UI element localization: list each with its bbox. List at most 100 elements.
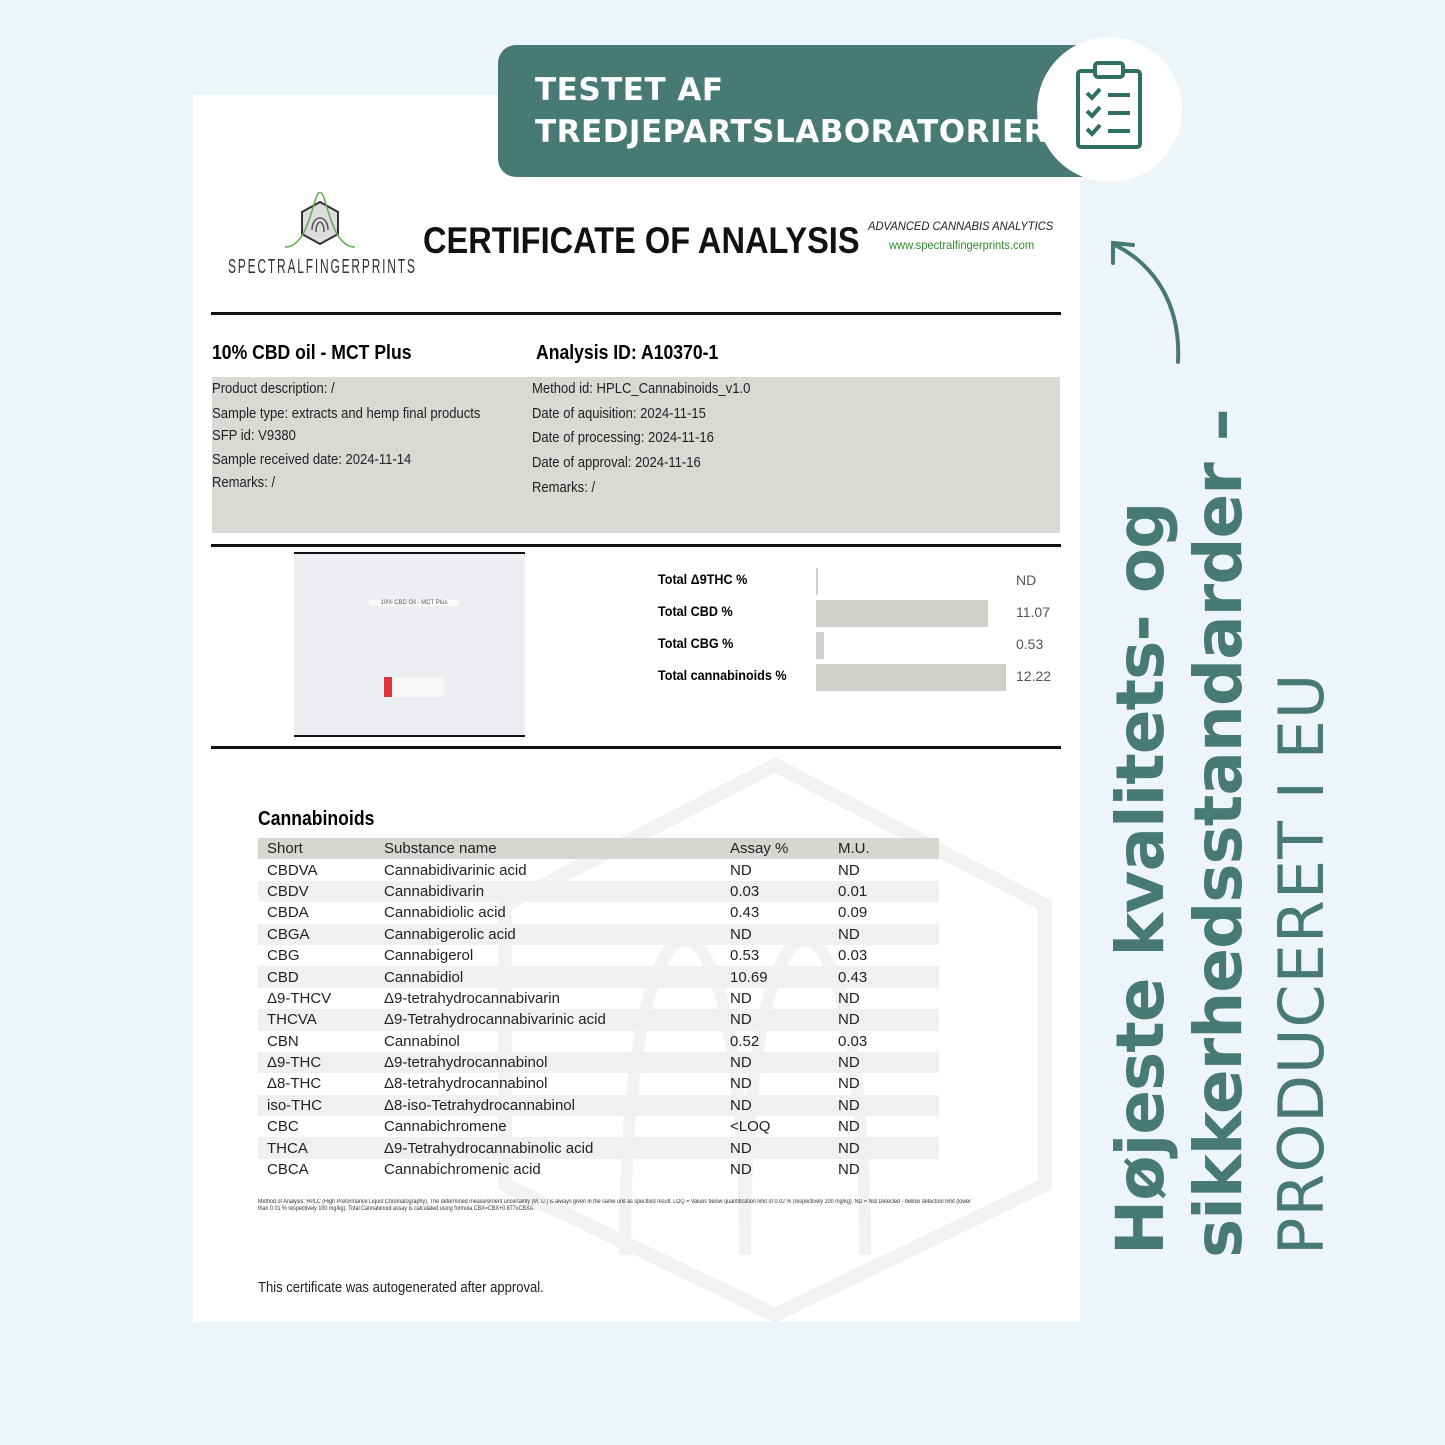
table-row: CBD Cannabidiol 10.69 0.43 (258, 966, 939, 988)
table-row: Δ8-THC Δ8-tetrahydrocannabinol ND ND (258, 1073, 939, 1094)
cell-short: Δ8-THC (267, 1075, 322, 1093)
total-cbd-value: 11.07 (1016, 604, 1050, 620)
column-header-assay: Assay % (721, 838, 829, 860)
cannabinoids-table: Short Substance name Assay % M.U. CBDVA C… (258, 838, 939, 1180)
cell-short: CBDV (258, 880, 375, 903)
cell-assay: ND (721, 1009, 829, 1031)
cell-substance: Cannabigerol (384, 947, 474, 965)
info-right-1: Date of aquisition: 2024-11-15 (532, 406, 706, 422)
icon-circle (1037, 37, 1182, 182)
table-row: CBC Cannabichromene <LOQ ND (258, 1116, 939, 1137)
cell-short: CBDA (267, 904, 309, 922)
total-cbd-label: Total CBD % (658, 603, 733, 619)
column-header-short: Short (258, 838, 375, 860)
cell-short: Δ9-THC (258, 1051, 375, 1074)
cell-substance: Cannabidivarin (375, 880, 721, 903)
info-left-0: Product description: / (212, 381, 335, 397)
cell-assay: ND (730, 989, 752, 1007)
cell-short: CBD (258, 966, 375, 988)
cell-mu: 0.01 (829, 880, 939, 903)
total-thc-bar (816, 568, 818, 595)
cell-short: CBDVA (267, 861, 318, 879)
lab-website-link[interactable]: www.spectralfingerprints.com (889, 238, 1035, 252)
cell-short: CBCA (267, 1161, 309, 1179)
cell-substance: Δ8-iso-Tetrahydrocannabinol (375, 1094, 721, 1117)
produced-in-eu-label: PRODUCERET I EU (1265, 672, 1338, 1255)
total-thc-label: Total Δ9THC % (658, 571, 748, 587)
lab-tagline: ADVANCED CANNABIS ANALYTICS (868, 219, 1054, 233)
cell-assay: <LOQ (730, 1118, 771, 1136)
cell-mu: ND (838, 989, 860, 1007)
info-left-1: Sample type: extracts and hemp final pro… (212, 406, 481, 422)
cell-assay: ND (730, 861, 752, 879)
cell-mu: ND (838, 1161, 860, 1179)
cell-mu: ND (829, 1009, 939, 1031)
cell-mu: ND (829, 1094, 939, 1117)
cell-short: CBC (267, 1118, 299, 1136)
table-row: Δ9-THCV Δ9-tetrahydrocannabivarin ND ND (258, 988, 939, 1009)
cell-substance: Δ9-Tetrahydrocannabinolic acid (375, 1137, 721, 1159)
section-heading: Cannabinoids (258, 808, 375, 830)
photo-label: 10% CBD Oil - MCT Plus (369, 600, 459, 606)
cell-assay: ND (721, 923, 829, 945)
total-cannabinoids-value: 12.22 (1016, 668, 1052, 684)
table-header-row: Short Substance name Assay % M.U. (258, 838, 939, 860)
cell-assay: ND (721, 1051, 829, 1074)
total-cannabinoids-label: Total cannabinoids % (658, 667, 787, 683)
sample-info-panel (212, 377, 1060, 533)
sample-vial (384, 677, 444, 697)
table-row: CBDVA Cannabidivarinic acid ND ND (258, 859, 939, 880)
side-heading-line-1: Højeste kvalitets- og (1102, 502, 1179, 1255)
cell-short: CBN (267, 1032, 299, 1050)
cell-mu: 0.09 (838, 904, 868, 922)
info-right-3: Date of approval: 2024-11-16 (532, 455, 701, 471)
autogenerated-note: This certificate was autogenerated after… (258, 1280, 544, 1296)
cell-substance: Cannabichromenic acid (384, 1161, 541, 1179)
table-row: THCA Δ9-Tetrahydrocannabinolic acid ND ND (258, 1137, 939, 1159)
column-header-substance: Substance name (375, 838, 721, 860)
certificate-title: CERTIFICATE OF ANALYSIS (423, 220, 860, 261)
cell-mu: 0.03 (838, 947, 868, 965)
cell-substance: Δ9-tetrahydrocannabivarin (384, 989, 560, 1007)
cell-substance: Cannabidivarinic acid (384, 861, 527, 879)
cell-substance: Cannabinol (384, 1032, 460, 1050)
cell-mu: ND (838, 861, 860, 879)
method-footnote: Method of Analysis: HPLC (High Preforman… (258, 1199, 971, 1212)
cell-assay: 0.52 (730, 1032, 760, 1050)
cell-mu: ND (838, 1118, 860, 1136)
cell-short: CBGA (258, 923, 375, 945)
cell-mu: ND (838, 1075, 860, 1093)
cell-substance: Cannabidiolic acid (384, 904, 506, 922)
cell-assay: 0.43 (730, 904, 760, 922)
divider (211, 746, 1061, 749)
cell-assay: ND (730, 1075, 752, 1093)
divider (211, 544, 1061, 547)
cell-assay: ND (721, 1137, 829, 1159)
product-name: 10% CBD oil - MCT Plus (212, 342, 412, 364)
total-cbg-bar (816, 632, 825, 659)
cell-mu: 0.03 (838, 1032, 868, 1050)
logo-text: SPECTRALFINGERPRINTS (228, 256, 417, 278)
banner-line-2: TREDJEPARTSLABORATORIER (535, 114, 1049, 150)
info-right-2: Date of processing: 2024-11-16 (532, 430, 714, 446)
cell-mu: 0.43 (829, 966, 939, 988)
cell-short: CBG (267, 947, 300, 965)
column-header-mu: M.U. (829, 838, 939, 860)
cell-assay: 0.53 (730, 947, 760, 965)
cell-substance: Δ9-Tetrahydrocannabivarinic acid (375, 1009, 721, 1031)
cell-assay: 10.69 (721, 966, 829, 988)
table-row: iso-THC Δ8-iso-Tetrahydrocannabinol ND ND (258, 1094, 939, 1117)
cell-short: Δ9-THCV (267, 989, 332, 1007)
cell-assay: ND (721, 1094, 829, 1117)
third-party-tested-banner: TESTET AF TREDJEPARTSLABORATORIER (498, 45, 1098, 177)
table-row: CBDV Cannabidivarin 0.03 0.01 (258, 880, 939, 903)
cell-substance: Cannabichromene (384, 1118, 507, 1136)
table-row: Δ9-THC Δ9-tetrahydrocannabinol ND ND (258, 1051, 939, 1074)
spectralfingerprints-logo-icon (285, 192, 355, 248)
cell-short: THCA (258, 1137, 375, 1159)
info-left-4: Remarks: / (212, 475, 276, 491)
cell-short: THCVA (258, 1009, 375, 1031)
info-right-0: Method id: HPLC_Cannabinoids_v1.0 (532, 381, 751, 397)
cell-assay: 0.03 (721, 880, 829, 903)
clipboard-checklist-icon (1076, 61, 1142, 149)
